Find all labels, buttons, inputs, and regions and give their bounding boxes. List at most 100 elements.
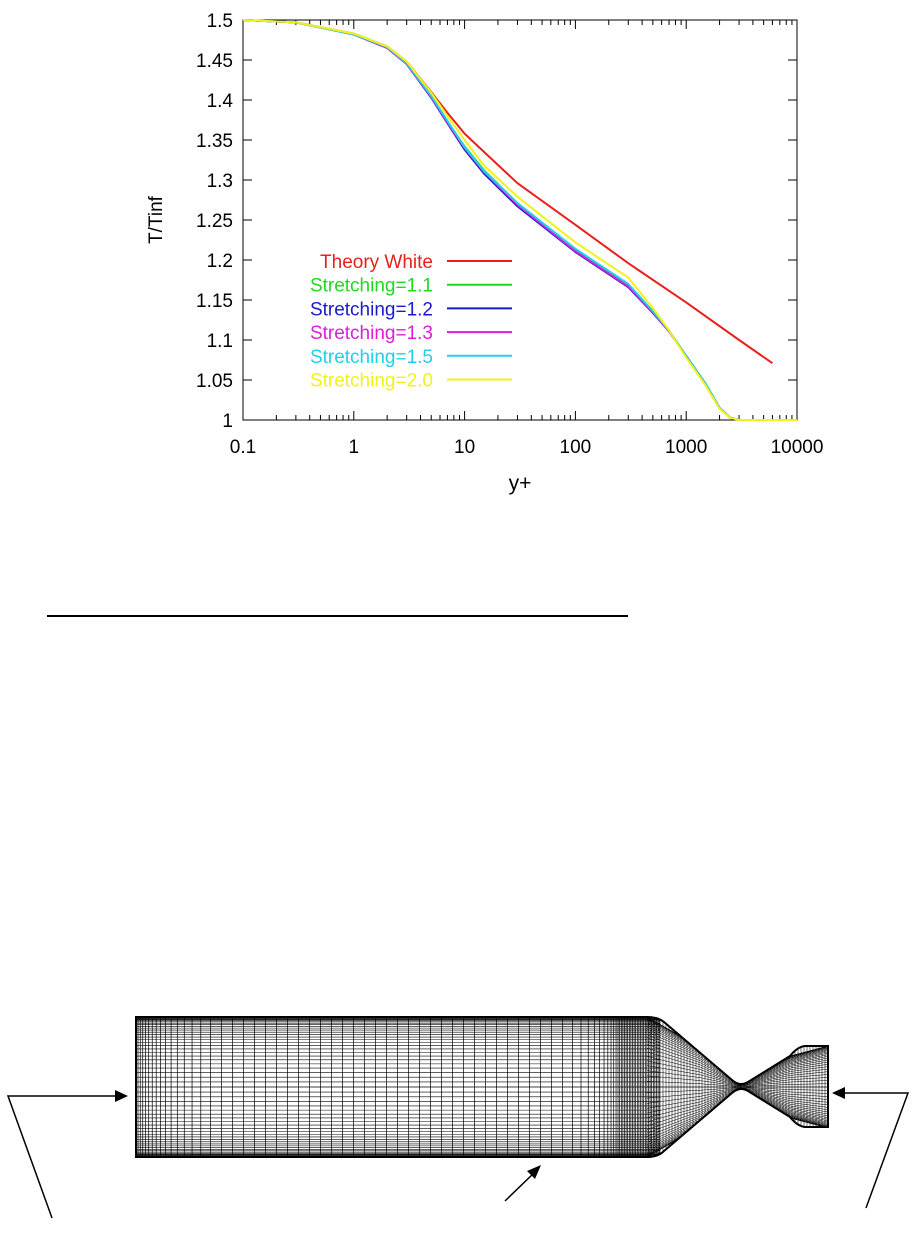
mesh-line <box>789 1103 828 1111</box>
mesh-line <box>789 1051 828 1061</box>
mesh-line <box>646 1034 701 1058</box>
inlet-pointer-arrow <box>6 1095 126 1219</box>
y-tick-label: 1.2 <box>207 251 233 272</box>
x-axis-label: y+ <box>509 472 532 495</box>
mesh-line <box>646 1060 701 1073</box>
mesh-line <box>789 1108 828 1117</box>
outlet-pointer-arrow <box>834 1092 910 1209</box>
mesh-line <box>739 1084 791 1087</box>
mesh-line <box>789 1071 828 1076</box>
x-tick-label: 10 <box>454 437 475 458</box>
legend-label-6: Stretching=2.0 <box>310 371 433 392</box>
legend: Theory White Stretching=1.1Stretching=1.2… <box>310 252 512 392</box>
mesh-line <box>646 1093 701 1099</box>
legend-label-4: Stretching=1.3 <box>310 323 433 344</box>
y-tick-label: 1.05 <box>196 371 233 392</box>
x-tick-label: 1 <box>349 437 360 458</box>
mesh-line <box>789 1080 828 1083</box>
mesh-line <box>789 1048 828 1059</box>
mesh-line <box>646 1037 701 1059</box>
mesh-line <box>699 1071 741 1086</box>
mesh-line <box>699 1087 741 1094</box>
mesh-line <box>646 1026 701 1053</box>
mesh-line <box>789 1077 828 1080</box>
mesh-line <box>789 1059 828 1067</box>
wall-pointer-arrow <box>504 1170 537 1202</box>
temperature-profile-chart: 0.1 1 10 100 1000 10000 1 1.05 1.1 1.15 1.2 1.25 1.3… <box>146 11 823 495</box>
mesh-line <box>646 1119 701 1146</box>
inlet-arrowhead <box>115 1090 128 1102</box>
legend-label-2: Stretching=1.1 <box>310 276 433 297</box>
wall-arrowhead <box>527 1165 541 1179</box>
mesh-line <box>789 1046 828 1057</box>
mesh-line <box>789 1050 828 1060</box>
y-tick-label: 1.5 <box>207 11 233 32</box>
mesh-line <box>699 1077 741 1087</box>
mesh-line <box>739 1075 791 1086</box>
mesh-line <box>789 1107 828 1115</box>
y-tick-label: 1.1 <box>207 331 233 352</box>
mesh-line <box>739 1081 791 1087</box>
mesh-line <box>646 1106 701 1123</box>
mesh-line <box>789 1105 828 1113</box>
outlet-arrowhead <box>832 1087 845 1099</box>
nozzle-mesh-figure <box>6 1016 910 1219</box>
mesh-line <box>789 1089 828 1091</box>
y-tick-label: 1.45 <box>196 51 233 72</box>
mesh-line <box>646 1024 701 1052</box>
mesh-line <box>789 1083 828 1085</box>
mesh-line <box>646 1113 701 1134</box>
y-tick-label: 1.4 <box>207 91 234 112</box>
mesh-line <box>646 1028 701 1055</box>
mesh-line <box>789 1098 828 1103</box>
mesh-line <box>789 1054 828 1063</box>
mesh-line <box>699 1087 741 1091</box>
mesh-line <box>789 1063 828 1071</box>
mesh-line <box>739 1077 791 1086</box>
mesh-line <box>789 1046 828 1058</box>
mesh-line <box>789 1110 828 1118</box>
mesh-line <box>699 1083 741 1087</box>
y-tick-label: 1.3 <box>207 171 233 192</box>
mesh-line <box>789 1096 828 1100</box>
horizontal-rule <box>47 615 628 617</box>
legend-label-3: Stretching=1.2 <box>310 299 433 320</box>
x-tick-label: 100 <box>560 437 592 458</box>
mesh-line <box>789 1102 828 1108</box>
mesh-line <box>646 1101 701 1114</box>
mesh-line <box>646 1044 701 1063</box>
nozzle-outline <box>135 1016 829 1158</box>
mesh-line <box>789 1112 828 1122</box>
mesh-line <box>789 1056 828 1064</box>
axis-ticks: 0.1 1 10 100 1000 10000 1 1.05 1.1 1.15 1.2 1.25 1.3… <box>196 11 823 458</box>
mesh-line <box>699 1074 741 1086</box>
mesh-line <box>646 1118 701 1143</box>
series-line-6 <box>242 19 797 421</box>
mesh-line <box>789 1049 828 1059</box>
y-tick-label: 1.15 <box>196 291 233 312</box>
mesh-line <box>789 1057 828 1066</box>
y-tick-label: 1 <box>222 411 233 432</box>
mesh-line <box>699 1088 741 1100</box>
mesh-line <box>789 1052 828 1062</box>
mesh-line <box>789 1113 828 1123</box>
mesh-line <box>646 1065 701 1076</box>
mesh-line <box>646 1104 701 1118</box>
mesh-line <box>646 1108 701 1127</box>
mesh-line <box>646 1070 701 1078</box>
series-lines <box>242 19 797 421</box>
mesh-line <box>789 1111 828 1120</box>
y-axis-label: T/Tinf <box>146 195 167 244</box>
mesh-line <box>789 1094 828 1097</box>
mesh-line <box>646 1116 701 1140</box>
mesh-line <box>646 1040 701 1061</box>
mesh-line <box>646 1121 701 1148</box>
mesh-line <box>646 1081 701 1084</box>
mesh-line <box>789 1068 828 1074</box>
mesh-line <box>789 1117 828 1128</box>
mesh-line <box>789 1115 828 1126</box>
legend-label-1: Theory White <box>320 252 433 273</box>
mesh-line <box>646 1031 701 1056</box>
mesh-line <box>646 1075 701 1081</box>
mesh-line <box>789 1116 828 1127</box>
